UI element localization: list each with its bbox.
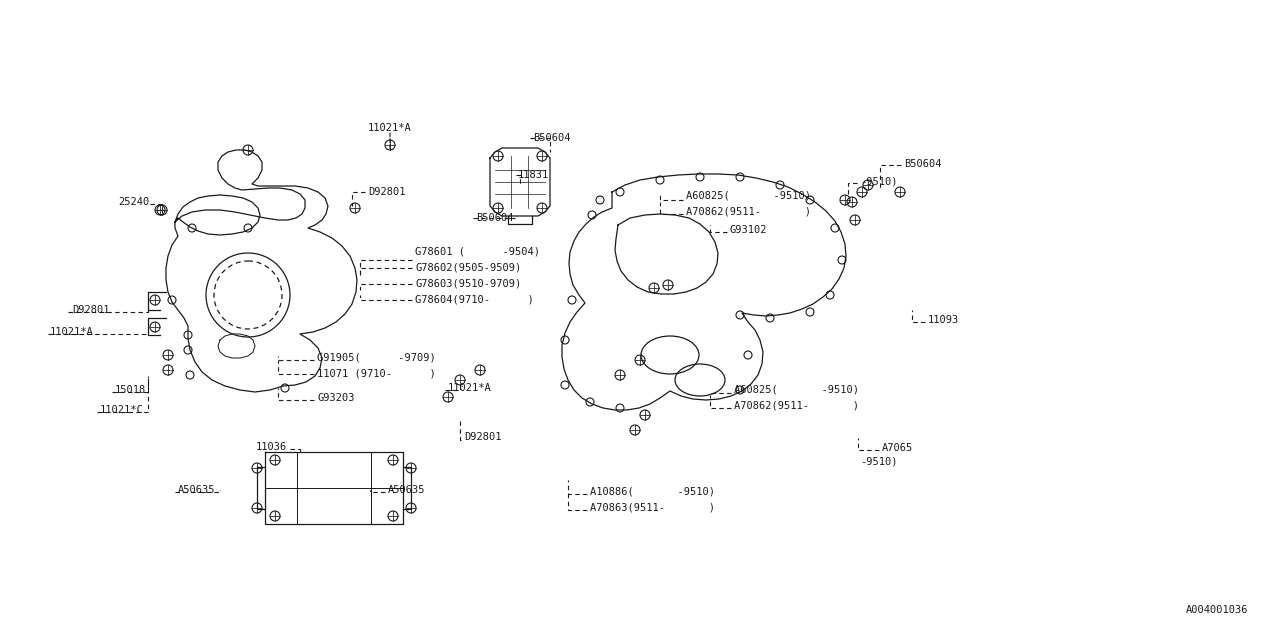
- Text: A10886(       -9510): A10886( -9510): [590, 487, 716, 497]
- Text: A50635: A50635: [178, 485, 215, 495]
- Text: A70862(9511-       ): A70862(9511- ): [733, 401, 859, 411]
- Text: D92801: D92801: [72, 305, 110, 315]
- Text: A50635: A50635: [388, 485, 425, 495]
- Text: 15018: 15018: [115, 385, 146, 395]
- Text: A60825(       -9510): A60825( -9510): [733, 385, 859, 395]
- Text: G93102: G93102: [730, 225, 768, 235]
- Text: 11021*A: 11021*A: [448, 383, 492, 393]
- Text: D92801: D92801: [369, 187, 406, 197]
- Text: -9510): -9510): [860, 457, 897, 467]
- Text: -9510): -9510): [860, 177, 897, 187]
- Text: G78603(9510-9709): G78603(9510-9709): [415, 279, 521, 289]
- Text: 25240: 25240: [118, 197, 150, 207]
- Text: A7065: A7065: [882, 443, 913, 453]
- Text: 11093: 11093: [928, 315, 959, 325]
- Text: A70863(9511-       ): A70863(9511- ): [590, 503, 716, 513]
- Text: 11021*A: 11021*A: [50, 327, 93, 337]
- Text: G78604(9710-      ): G78604(9710- ): [415, 295, 534, 305]
- Text: B50604: B50604: [904, 159, 942, 169]
- Text: 11021*A: 11021*A: [369, 123, 412, 133]
- Text: 11021*C: 11021*C: [100, 405, 143, 415]
- Text: G78601 (      -9504): G78601 ( -9504): [415, 247, 540, 257]
- Text: 11071 (9710-      ): 11071 (9710- ): [317, 369, 435, 379]
- Text: G91905(      -9709): G91905( -9709): [317, 353, 435, 363]
- Text: A004001036: A004001036: [1185, 605, 1248, 615]
- Text: G78602(9505-9509): G78602(9505-9509): [415, 263, 521, 273]
- Text: G93203: G93203: [317, 393, 355, 403]
- Text: B50604: B50604: [476, 213, 513, 223]
- Text: B50604: B50604: [532, 133, 571, 143]
- Text: 11036: 11036: [256, 442, 287, 452]
- Text: D92801: D92801: [465, 432, 502, 442]
- Text: A60825(       -9510): A60825( -9510): [686, 191, 812, 201]
- Text: 11831: 11831: [518, 170, 549, 180]
- Text: A70862(9511-       ): A70862(9511- ): [686, 207, 812, 217]
